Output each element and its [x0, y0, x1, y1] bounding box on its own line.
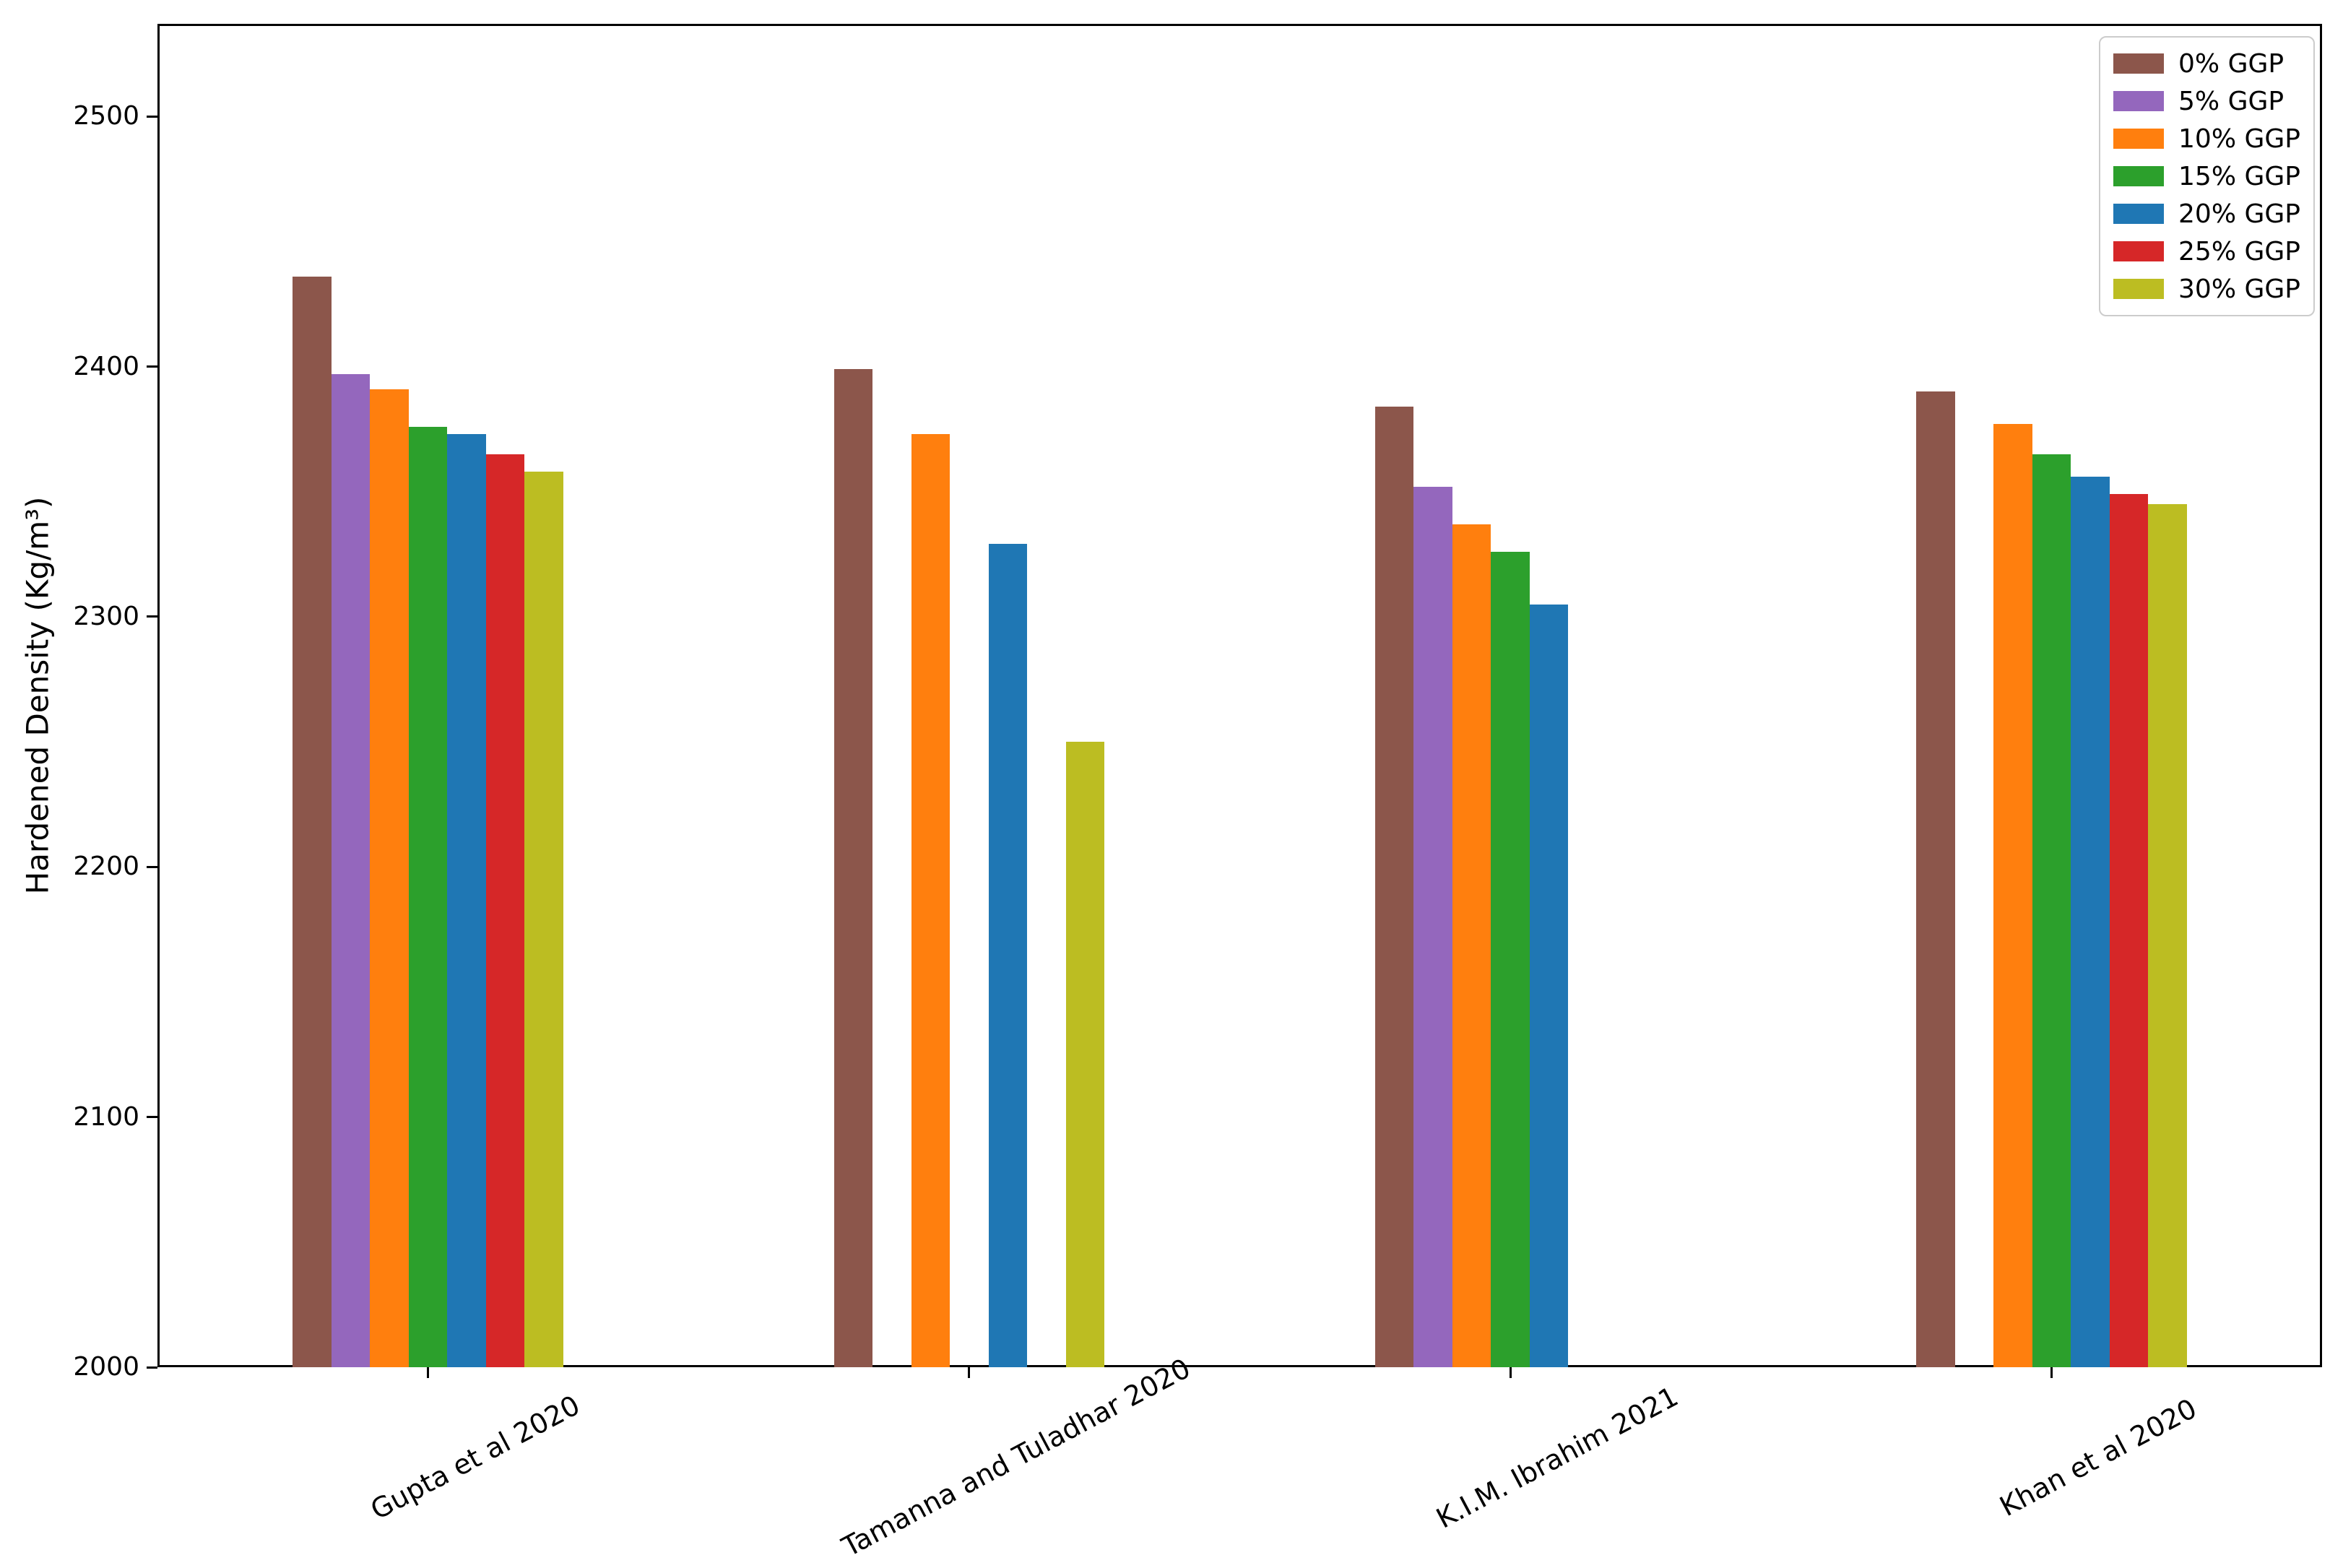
legend-label: 0% GGP [2178, 48, 2284, 79]
legend-label: 20% GGP [2178, 199, 2300, 229]
legend-item: 0% GGP [2113, 45, 2300, 82]
bar-10GGP-cat3 [1993, 424, 2032, 1367]
bar-0GGP-cat0 [293, 276, 332, 1367]
bar-25GGP-cat3 [2109, 494, 2149, 1367]
legend-swatch-icon [2113, 204, 2165, 224]
legend: 0% GGP 5% GGP 10% GGP 15% GGP 20% GGP 25% GGP… [2099, 36, 2315, 316]
legend-item: 30% GGP [2113, 270, 2300, 308]
y-tick-mark [147, 115, 157, 118]
legend-swatch-icon [2113, 241, 2165, 261]
bar-0GGP-cat3 [1916, 391, 1955, 1367]
legend-swatch-icon [2113, 166, 2165, 186]
x-tick-label: Khan et al 2020 [1994, 1392, 2202, 1523]
y-tick-label: 2300 [73, 601, 139, 631]
legend-item: 25% GGP [2113, 233, 2300, 270]
y-tick-label: 2500 [73, 101, 139, 131]
x-tick-label: Tamanna and Tuladhar 2020 [836, 1352, 1196, 1563]
legend-label: 5% GGP [2178, 86, 2284, 116]
legend-label: 25% GGP [2178, 236, 2300, 267]
y-tick-label: 2400 [73, 351, 139, 381]
bar-5GGP-cat2 [1413, 486, 1452, 1367]
legend-swatch-icon [2113, 129, 2165, 149]
bar-20GGP-cat2 [1529, 604, 1569, 1367]
y-tick-label: 2200 [73, 852, 139, 882]
x-tick-label: Gupta et al 2020 [365, 1389, 585, 1526]
bar-30GGP-cat1 [1065, 742, 1105, 1367]
legend-label: 15% GGP [2178, 161, 2300, 191]
bar-30GGP-cat0 [524, 472, 563, 1367]
x-tick-label: K.I.M. Ibrahim 2021 [1431, 1380, 1684, 1535]
y-tick-mark [147, 1116, 157, 1119]
legend-swatch-icon [2113, 53, 2165, 74]
bar-10GGP-cat1 [911, 434, 950, 1367]
x-tick-mark [1509, 1367, 1512, 1378]
bar-15GGP-cat2 [1491, 551, 1530, 1367]
legend-label: 10% GGP [2178, 124, 2300, 154]
x-tick-mark [427, 1367, 430, 1378]
y-axis-label: Hardened Density (Kg/m³) [20, 496, 56, 895]
bar-20GGP-cat1 [988, 544, 1028, 1367]
x-tick-mark [968, 1367, 971, 1378]
legend-item: 15% GGP [2113, 157, 2300, 195]
legend-item: 20% GGP [2113, 195, 2300, 233]
bar-15GGP-cat3 [2032, 454, 2071, 1367]
x-tick-mark [2050, 1367, 2053, 1378]
bar-30GGP-cat3 [2148, 504, 2187, 1367]
y-tick-mark [147, 865, 157, 868]
bars-layer [157, 24, 2322, 1367]
bar-10GGP-cat2 [1452, 524, 1491, 1367]
bar-0GGP-cat1 [833, 368, 873, 1367]
bar-20GGP-cat0 [447, 434, 486, 1367]
legend-swatch-icon [2113, 279, 2165, 299]
bar-20GGP-cat3 [2071, 476, 2110, 1367]
legend-label: 30% GGP [2178, 274, 2300, 304]
legend-swatch-icon [2113, 91, 2165, 111]
legend-item: 10% GGP [2113, 120, 2300, 157]
y-tick-mark [147, 1366, 157, 1369]
bar-5GGP-cat0 [331, 373, 371, 1367]
y-tick-mark [147, 615, 157, 618]
y-tick-mark [147, 365, 157, 368]
bar-15GGP-cat0 [408, 426, 448, 1367]
legend-item: 5% GGP [2113, 82, 2300, 120]
y-tick-label: 2000 [73, 1352, 139, 1382]
y-tick-label: 2100 [73, 1101, 139, 1132]
bar-10GGP-cat0 [370, 389, 409, 1367]
bar-0GGP-cat2 [1374, 406, 1414, 1367]
bar-25GGP-cat0 [485, 454, 525, 1367]
